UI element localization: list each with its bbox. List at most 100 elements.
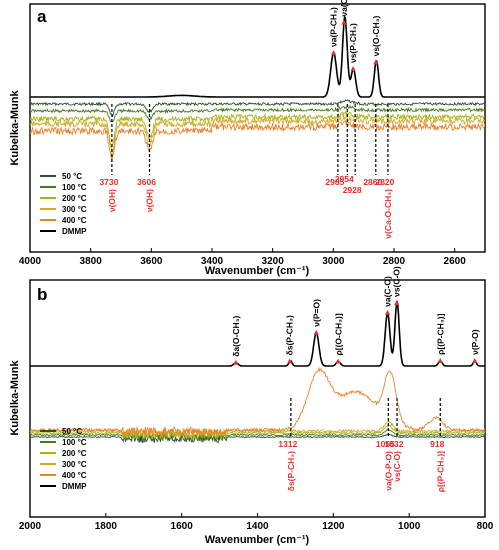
panel-a-xlabel: Wavenumber (cm⁻¹) [205, 265, 310, 277]
peak-marker [233, 359, 239, 365]
x-tick-label: 3200 [262, 256, 285, 267]
peak-label: ρ[(P-CH₃)] [435, 313, 445, 354]
x-tick-label: 2800 [383, 256, 406, 267]
annotation-label: ν(OH) [107, 189, 117, 212]
annotation-label: νs(C-O) [392, 451, 402, 482]
annotation-value: 1032 [385, 439, 404, 449]
peak-label: νs(P-CH₃) [348, 23, 358, 63]
annotation-value: 2860 [363, 177, 382, 187]
panel-a-legend: 50 °C 100 °C 200 °C 300 °C 400 °C DMMP [40, 172, 87, 236]
peak-marker [385, 309, 391, 315]
series-50-°C [30, 433, 485, 444]
x-tick-label: 2000 [19, 521, 42, 532]
peak-marker [472, 357, 478, 363]
annotation-label: ν(OH) [145, 189, 155, 212]
legend-label: 300 °C [62, 205, 87, 214]
series-DMMP [30, 299, 485, 367]
panel-b: b Kubelka-Munk Wavenumber (cm⁻¹) 2000 180… [9, 266, 494, 546]
x-tick-label: 4000 [19, 256, 42, 267]
annotation-value: 2928 [343, 185, 362, 195]
peak-marker [287, 358, 293, 364]
annotation-value: 2985 [325, 177, 344, 187]
peak-label: ν(P=O) [311, 299, 321, 327]
x-tick-label: 3400 [201, 256, 224, 267]
panel-a-peak-labels: νa(P-CH₃)νa(O-CH₃) νs(P-CH₃) νs(O-CH₃) [329, 0, 381, 72]
annotation-value: 2820 [375, 177, 394, 187]
annotation-label: δs(P-CH₃) [286, 451, 296, 491]
peak-label: νs(C-O) [392, 266, 402, 297]
x-tick-label: 800 [477, 521, 494, 532]
panel-a-frame [29, 3, 486, 253]
legend-label: 400 °C [62, 471, 87, 480]
panel-a: a Kubelka-Munk Wavenumber (cm⁻¹) 4000 380… [9, 0, 486, 277]
annotation-value: 2954 [335, 174, 354, 184]
peak-label: ρ[(O-CH₃)] [333, 313, 343, 355]
series-100-°C [30, 104, 485, 123]
peak-marker [341, 19, 347, 25]
panel-a-ticks: 4000 3800 3600 3400 3200 3000 2800 2600 [19, 248, 466, 267]
legend-label: 400 °C [62, 216, 87, 225]
panel-a-ylabel: Kubelka-Munk [9, 90, 21, 166]
annotation-value: 3730 [99, 177, 118, 187]
x-tick-label: 1400 [246, 521, 269, 532]
annotation-value: 1055 [376, 439, 395, 449]
peak-label: νa(C-O) [383, 276, 393, 307]
x-tick-label: 3600 [140, 256, 163, 267]
panel-b-letter: b [37, 285, 47, 304]
series-DMMP [30, 15, 485, 98]
peak-label: ν(P-O) [470, 329, 480, 355]
panel-a-traces [30, 15, 485, 163]
panel-b-legend: 50 °C 100 °C 200 °C 300 °C 400 °C DMMP [40, 427, 87, 491]
peak-marker [394, 299, 400, 305]
panel-b-ylabel: Kubelka-Munk [9, 360, 21, 436]
panel-a-letter: a [37, 7, 47, 26]
peak-marker [437, 357, 443, 363]
annotation-value: 3606 [137, 177, 156, 187]
x-tick-label: 1800 [95, 521, 118, 532]
legend-label: 100 °C [62, 183, 87, 192]
peak-label: νa(O-CH₃) [339, 0, 349, 17]
x-tick-label: 3800 [80, 256, 103, 267]
peak-label: νa(P-CH₃) [329, 7, 339, 47]
x-tick-label: 2600 [444, 256, 467, 267]
panel-b-peak-labels: δa(O-CH₃) δs(P-CH₃) ν(P=O) ρ[(O-CH₃)] νa(C-O… [231, 266, 480, 365]
legend-label: 50 °C [62, 172, 82, 181]
legend-label: 200 °C [62, 449, 87, 458]
legend-label: 200 °C [62, 194, 87, 203]
annotation-label: ρ[(P-CH₃)] [435, 451, 445, 492]
peak-marker [373, 59, 379, 65]
x-tick-label: 3000 [322, 256, 345, 267]
legend-label: DMMP [62, 482, 87, 491]
peak-marker [335, 358, 341, 364]
peak-label: δs(P-CH₃) [285, 315, 295, 355]
series-200-°C [30, 110, 485, 148]
annotation-label: νa(O-P-O) [383, 451, 393, 491]
series-100-°C [30, 428, 485, 442]
x-tick-label: 1200 [322, 521, 345, 532]
series-400-°C [30, 366, 485, 439]
peak-marker [331, 49, 337, 55]
panel-b-xlabel: Wavenumber (cm⁻¹) [205, 534, 310, 546]
legend-label: DMMP [62, 227, 87, 236]
panel-b-ticks: 2000 1800 1600 1400 1200 1000 800 [19, 513, 494, 532]
panel-b-traces [30, 299, 485, 444]
annotation-value: 1312 [278, 439, 297, 449]
panel-b-annotations: 1312 δs(P-CH₃) 1055 νa(O-P-O) 1032 νs(C-O) 918… [278, 398, 445, 492]
x-tick-label: 1000 [398, 521, 421, 532]
series-400-°C [30, 120, 485, 163]
annotation-value: 918 [430, 439, 444, 449]
panel-b-frame [29, 279, 486, 518]
peak-marker [350, 66, 356, 72]
series-300-°C [30, 114, 485, 156]
peak-label: δa(O-CH₃) [231, 315, 241, 356]
legend-label: 300 °C [62, 460, 87, 469]
x-tick-label: 1600 [171, 521, 194, 532]
legend-label: 50 °C [62, 427, 82, 436]
peak-label: νs(O-CH₃) [371, 15, 381, 56]
legend-label: 100 °C [62, 438, 87, 447]
annotation-label: ν(Ca-O-CH₃) [383, 189, 393, 239]
peak-marker [313, 329, 319, 335]
series-50-°C [30, 99, 485, 118]
